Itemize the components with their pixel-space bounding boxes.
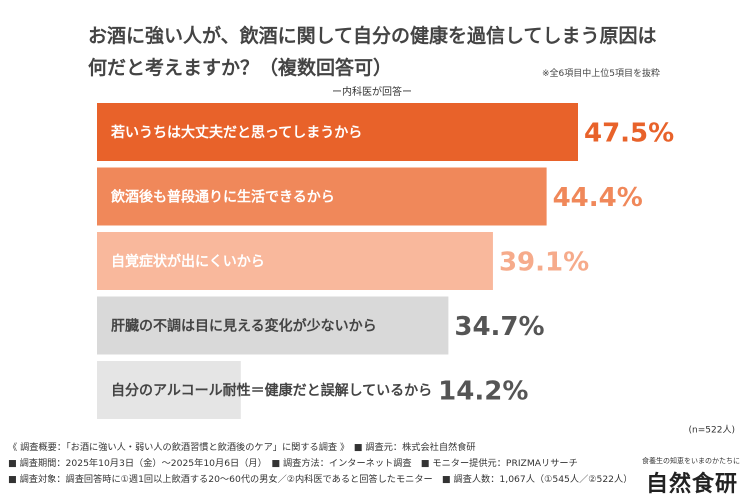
bar-label: 自分のアルコール耐性＝健康だと誤解しているから (111, 382, 432, 399)
value-label: 39.1% (499, 248, 589, 278)
bar-label: 肝臓の不調は目に見える変化が少ないから (111, 318, 377, 335)
value-label: 47.5% (584, 119, 674, 149)
bar-label: 自覚症状が出にくいから (111, 253, 265, 270)
value-label: 14.2% (438, 377, 528, 407)
bar-label: 若いうちは大丈夫だと思ってしまうから (110, 124, 362, 141)
chart: ー内科医が回答ー (n=522人) 若いうちは大丈夫だと思ってしまうから 47.5… (97, 85, 735, 436)
bar (97, 232, 493, 290)
logo: 自然食研 (645, 472, 738, 497)
note: ※全6項目中上位5項目を抜粋 (542, 69, 660, 79)
footer-line: ■ 調査対象：調査回答時に①週1回以上飲酒する20～60代の男女／②内科医である… (8, 474, 633, 485)
chart-title: お酒に強い人が、飲酒に関して自分の健康を過信してしまう原因は何だと考えますか？（… (88, 25, 657, 79)
value-label: 44.4% (553, 183, 643, 213)
bar (97, 103, 578, 161)
bar (97, 361, 241, 419)
footer-line: 《 調査概要：「お酒に強い人・弱い人の飲酒習慣と飲酒後のケア」に関する調査 》 … (8, 442, 476, 453)
bar (97, 167, 547, 226)
value-label: 34.7% (454, 312, 544, 342)
subtitle: ー内科医が回答ー (332, 85, 412, 98)
bar-label: 飲酒後も普段通りに生活できるから (110, 189, 335, 206)
footer: 《 調査概要：「お酒に強い人・弱い人の飲酒習慣と飲酒後のケア」に関する調査 》 … (8, 440, 632, 488)
sample-note: (n=522人) (689, 425, 735, 436)
bar (97, 296, 449, 355)
footer-line: ■ 調査期間：2025年10月3日（金）～2025年10月6日（月） ■ 調査方… (8, 458, 578, 469)
logo-tagline: 食養生の知恵をいまのかたちに (642, 457, 740, 465)
